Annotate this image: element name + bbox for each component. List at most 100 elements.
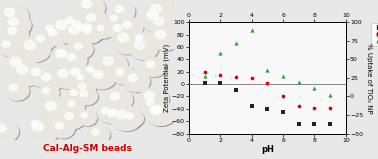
Circle shape (79, 24, 104, 44)
Circle shape (130, 37, 158, 60)
Circle shape (64, 21, 96, 47)
Circle shape (27, 117, 50, 136)
Circle shape (0, 5, 30, 29)
Circle shape (76, 81, 97, 98)
Circle shape (33, 122, 44, 131)
Circle shape (105, 89, 133, 111)
Circle shape (143, 97, 164, 114)
Circle shape (82, 10, 108, 31)
Circle shape (11, 61, 43, 86)
Circle shape (80, 91, 87, 97)
Point (265, 82, 271, 84)
Point (265, 69, 271, 72)
Circle shape (143, 58, 167, 77)
Y-axis label: Zeta Potential (mV): Zeta Potential (mV) (163, 44, 170, 112)
Circle shape (40, 97, 72, 123)
Circle shape (123, 111, 144, 128)
Circle shape (67, 54, 76, 61)
Circle shape (79, 83, 86, 89)
Circle shape (68, 101, 75, 107)
Circle shape (106, 90, 134, 111)
Circle shape (24, 41, 36, 50)
Circle shape (110, 15, 117, 21)
Circle shape (67, 65, 94, 86)
Circle shape (0, 121, 19, 142)
Circle shape (115, 6, 123, 12)
Circle shape (40, 86, 60, 102)
Circle shape (17, 65, 28, 74)
Circle shape (28, 118, 60, 144)
Circle shape (66, 64, 93, 86)
Circle shape (116, 69, 124, 75)
Circle shape (62, 110, 86, 130)
Circle shape (113, 30, 144, 55)
Circle shape (4, 8, 15, 17)
Circle shape (75, 80, 96, 97)
Circle shape (89, 67, 117, 90)
Circle shape (146, 1, 177, 25)
Legend: Zeta Pot of SM, Zeta Pot of TiO₂ NP, % uptake of TiO₂ NP: Zeta Pot of SM, Zeta Pot of TiO₂ NP, % u… (371, 23, 378, 46)
Circle shape (95, 24, 114, 39)
Circle shape (69, 25, 80, 34)
Circle shape (145, 0, 176, 24)
Circle shape (65, 99, 85, 115)
Circle shape (122, 110, 143, 127)
Circle shape (148, 102, 177, 126)
Circle shape (59, 50, 66, 56)
Circle shape (78, 21, 105, 43)
Point (327, 94, 333, 96)
Circle shape (99, 54, 129, 77)
Circle shape (48, 29, 57, 36)
Circle shape (33, 33, 56, 51)
Circle shape (70, 90, 77, 96)
Circle shape (63, 20, 95, 46)
Circle shape (147, 102, 176, 125)
Circle shape (99, 105, 121, 123)
Circle shape (65, 17, 74, 24)
Circle shape (140, 88, 170, 112)
Circle shape (79, 111, 98, 126)
Circle shape (63, 15, 85, 33)
Circle shape (116, 110, 127, 119)
Point (249, 77, 255, 79)
Circle shape (146, 103, 175, 126)
Circle shape (88, 67, 116, 89)
Circle shape (110, 22, 135, 42)
Circle shape (74, 73, 94, 88)
Point (233, 42, 239, 44)
Circle shape (56, 21, 67, 29)
Circle shape (84, 65, 104, 81)
Circle shape (78, 0, 106, 20)
Circle shape (56, 49, 66, 57)
Circle shape (45, 25, 53, 31)
Circle shape (38, 71, 65, 92)
Circle shape (97, 25, 104, 31)
Circle shape (68, 88, 88, 104)
Circle shape (28, 65, 55, 87)
Circle shape (139, 87, 169, 111)
Circle shape (0, 4, 29, 28)
Circle shape (145, 102, 174, 125)
Circle shape (5, 24, 29, 45)
Circle shape (155, 30, 166, 39)
Circle shape (77, 110, 97, 125)
Point (217, 52, 223, 55)
Circle shape (31, 121, 39, 127)
Circle shape (55, 122, 64, 129)
Circle shape (60, 109, 85, 129)
Circle shape (141, 6, 174, 32)
Circle shape (0, 122, 20, 143)
Circle shape (83, 11, 108, 32)
Circle shape (112, 3, 136, 22)
Point (233, 89, 239, 92)
Circle shape (58, 69, 68, 77)
Point (311, 123, 318, 126)
Circle shape (103, 57, 113, 65)
Circle shape (51, 119, 75, 138)
Circle shape (150, 106, 160, 114)
Circle shape (9, 18, 19, 26)
Circle shape (111, 2, 135, 21)
Circle shape (119, 18, 143, 37)
Circle shape (136, 35, 143, 40)
Point (233, 75, 239, 78)
